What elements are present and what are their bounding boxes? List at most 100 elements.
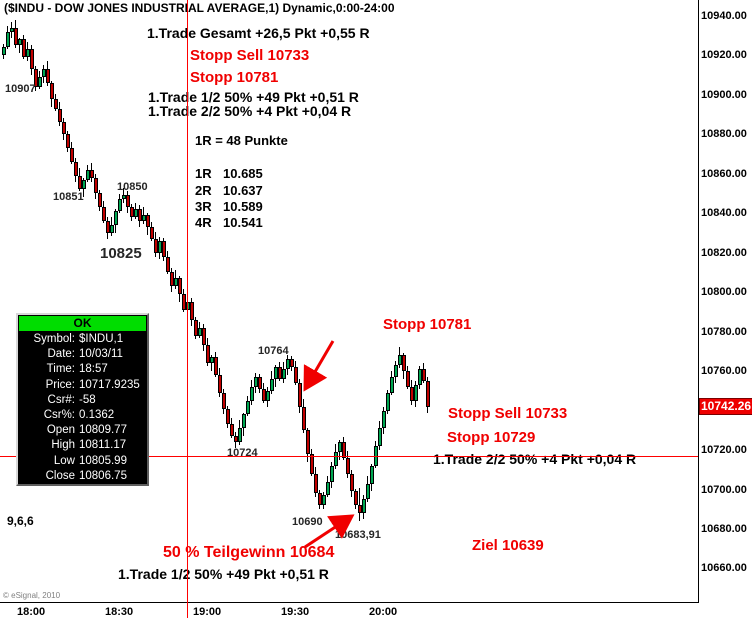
candle-body — [2, 47, 6, 55]
candle-body — [354, 491, 358, 505]
candle-body — [82, 180, 86, 189]
candle-body — [110, 225, 114, 233]
candle-body — [394, 365, 398, 377]
candle-body — [290, 359, 294, 367]
candle-body — [418, 369, 422, 385]
candle-body — [286, 359, 290, 369]
data-window-row: High 10811.17 — [18, 438, 147, 453]
candle-body — [190, 302, 194, 320]
candle-body — [262, 389, 266, 401]
candle-body — [194, 320, 198, 336]
data-window-ok-button[interactable]: OK — [19, 316, 146, 331]
data-window-row: Price: 10717.9235 — [18, 378, 147, 393]
annotation-6: 1R — [195, 166, 212, 181]
candle-body — [86, 170, 90, 180]
candle-body — [398, 355, 402, 365]
chart-plot-area[interactable] — [0, 0, 699, 602]
candle-body — [182, 294, 186, 310]
data-window-row-label: Csr#: — [47, 393, 75, 406]
data-window-row-label: Low — [53, 454, 75, 467]
price-axis-label: 10760.00 — [701, 365, 747, 377]
candle-body — [422, 369, 426, 381]
price-axis-label: 10900.00 — [701, 89, 747, 101]
time-axis-label: 19:00 — [193, 606, 222, 618]
data-window-row-label: Time: — [46, 363, 75, 376]
candle-body — [166, 257, 170, 272]
data-window-row-label: Date: — [47, 348, 76, 361]
candle-body — [382, 411, 386, 428]
data-window-row-value: 10806.75 — [79, 469, 127, 482]
candle-body — [302, 407, 306, 430]
data-window[interactable]: OK Symbol: $INDU,1 Date: 10/03/11 Time: 18:57… — [16, 313, 149, 486]
candle-body — [66, 134, 70, 148]
candle-body — [258, 377, 262, 389]
candle-body — [14, 28, 18, 45]
candle-body — [370, 466, 374, 484]
annotation-11: 10.589 — [223, 199, 263, 214]
candle-body — [338, 442, 342, 452]
crosshair-vertical-line[interactable] — [187, 0, 188, 618]
candle-body — [154, 239, 158, 253]
candle-body — [78, 176, 82, 189]
plot-border-right — [698, 0, 699, 603]
annotation-10: 3R — [195, 199, 212, 214]
data-window-row-label: Open — [46, 424, 75, 437]
annotation-28: 1.Trade 1/2 50% +49 Pkt +0,51 R — [118, 566, 329, 582]
candle-body — [326, 482, 330, 495]
candle-body — [142, 215, 146, 221]
candle-body — [254, 377, 258, 387]
candle-body — [70, 148, 74, 162]
annotation-22: Stopp 10729 — [447, 429, 536, 446]
candle-body — [6, 32, 10, 47]
data-window-row: Low 10805.99 — [18, 454, 147, 469]
data-window-row-value: -58 — [79, 393, 96, 406]
candle-wick — [19, 38, 20, 53]
data-window-row: Open 10809.77 — [18, 423, 147, 438]
data-window-rows: Symbol: $INDU,1 Date: 10/03/11 Time: 18:57 Pri… — [18, 332, 147, 484]
candle-body — [18, 39, 22, 45]
candle-body — [102, 207, 106, 221]
annotation-13: 10.541 — [223, 215, 263, 230]
candle-body — [106, 221, 110, 233]
candle-body — [282, 369, 286, 379]
candle-body — [270, 379, 274, 391]
data-window-row-value: 18:57 — [79, 363, 108, 376]
data-window-row-value: 10805.99 — [79, 454, 127, 467]
candle-body — [114, 211, 118, 225]
data-window-row-label: Csr%: — [43, 408, 75, 421]
candle-body — [238, 428, 242, 442]
crosshair-horizontal-line[interactable] — [0, 456, 698, 457]
annotation-1: Stopp Sell 10733 — [190, 47, 310, 64]
price-axis-label: 10940.00 — [701, 10, 747, 22]
candle-body — [234, 436, 238, 442]
time-axis-label: 19:30 — [281, 606, 310, 618]
annotation-14: 10907 — [5, 83, 36, 95]
data-window-row-value: 10717.9235 — [79, 378, 140, 391]
candle-wick — [359, 488, 360, 521]
candle-body — [294, 367, 298, 383]
data-window-row: Csr%: 0.1362 — [18, 408, 147, 423]
time-axis-label: 18:00 — [17, 606, 46, 618]
candle-body — [46, 69, 50, 83]
annotation-21: Stopp Sell 10733 — [448, 405, 568, 422]
candle-body — [34, 69, 38, 87]
candle-body — [58, 109, 62, 122]
price-axis-label: 10660.00 — [701, 562, 747, 574]
plot-border-bottom — [0, 602, 699, 603]
annotation-25: 10690 — [292, 516, 323, 528]
candle-body — [346, 458, 350, 474]
candle-body — [318, 493, 322, 505]
candle-body — [186, 302, 190, 310]
candle-body — [134, 209, 138, 217]
annotation-12: 4R — [195, 215, 212, 230]
candle-body — [250, 387, 254, 401]
candle-body — [118, 199, 122, 211]
annotation-8: 2R — [195, 183, 212, 198]
candle-body — [330, 466, 334, 482]
data-window-row-value: 0.1362 — [79, 408, 115, 421]
candle-body — [10, 28, 14, 32]
candle-body — [378, 428, 382, 446]
candle-body — [94, 178, 98, 193]
candle-body — [162, 241, 166, 257]
